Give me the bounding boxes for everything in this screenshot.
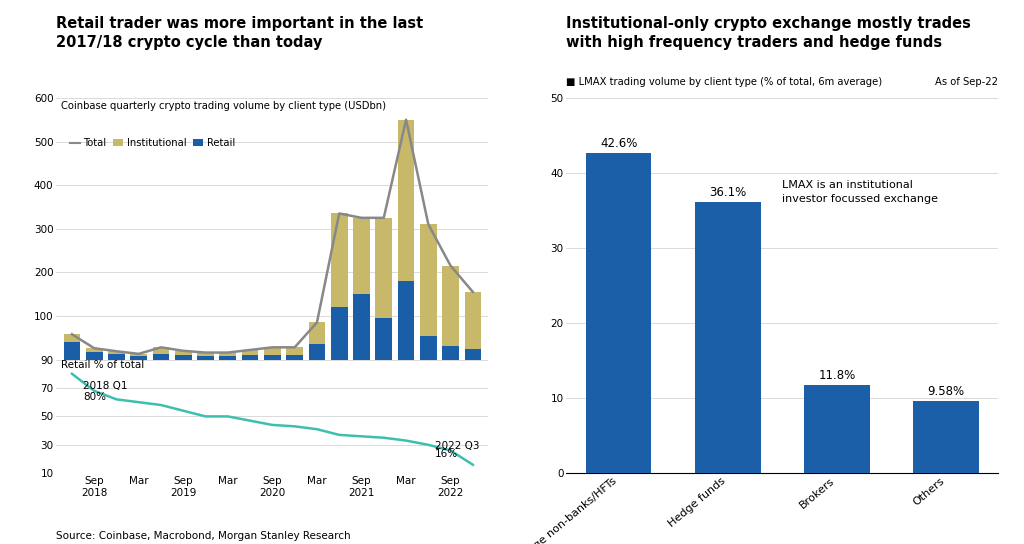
Text: 2022 Q3: 2022 Q3 bbox=[435, 441, 479, 450]
Total bbox=[177, 348, 189, 354]
Bar bbox=[397, 120, 415, 281]
Bar bbox=[264, 347, 281, 355]
Bar bbox=[465, 349, 481, 360]
Bar bbox=[465, 292, 481, 349]
Total bbox=[200, 349, 212, 356]
Bar bbox=[287, 347, 303, 355]
Bar bbox=[242, 350, 258, 355]
Bar bbox=[153, 354, 169, 360]
Bar bbox=[109, 351, 125, 354]
Bar bbox=[109, 354, 125, 360]
Total bbox=[355, 214, 368, 221]
Total bbox=[467, 289, 479, 295]
Bar bbox=[264, 355, 281, 360]
Bar bbox=[331, 307, 347, 360]
Text: As of Sep-22: As of Sep-22 bbox=[935, 77, 998, 86]
Total bbox=[400, 116, 413, 123]
Bar bbox=[397, 281, 415, 360]
Text: ■ LMAX trading volume by client type (% of total, 6m average): ■ LMAX trading volume by client type (% … bbox=[566, 77, 883, 86]
Total bbox=[311, 319, 324, 326]
Bar bbox=[308, 323, 326, 344]
Total bbox=[444, 263, 457, 269]
Bar bbox=[242, 355, 258, 360]
Bar bbox=[420, 224, 436, 336]
Total bbox=[132, 350, 144, 357]
Bar bbox=[913, 401, 979, 473]
Total bbox=[289, 344, 301, 350]
Total bbox=[222, 349, 234, 356]
Text: 16%: 16% bbox=[435, 449, 458, 459]
Bar bbox=[153, 347, 169, 354]
Bar bbox=[63, 342, 80, 360]
Bar bbox=[331, 213, 347, 307]
Total bbox=[111, 348, 123, 355]
Bar bbox=[420, 336, 436, 360]
Total bbox=[378, 214, 390, 221]
Bar bbox=[376, 318, 392, 360]
Text: Retail % of total: Retail % of total bbox=[60, 360, 144, 369]
Line: Total: Total bbox=[72, 120, 473, 354]
Total bbox=[88, 345, 100, 351]
Bar bbox=[442, 347, 459, 360]
Bar bbox=[130, 356, 147, 360]
Total bbox=[155, 344, 167, 350]
Bar bbox=[442, 266, 459, 347]
Text: 36.1%: 36.1% bbox=[710, 186, 746, 199]
Bar bbox=[198, 356, 214, 360]
Total bbox=[244, 347, 256, 353]
Bar bbox=[219, 353, 237, 356]
Legend: Total, Institutional, Retail: Total, Institutional, Retail bbox=[66, 134, 240, 152]
Bar bbox=[219, 356, 237, 360]
Text: 2018 Q1: 2018 Q1 bbox=[83, 381, 128, 391]
Text: Coinbase quarterly crypto trading volume by client type (USDbn): Coinbase quarterly crypto trading volume… bbox=[60, 101, 386, 110]
Bar bbox=[86, 351, 102, 360]
Total bbox=[266, 344, 279, 350]
Text: 11.8%: 11.8% bbox=[818, 369, 855, 382]
Text: 80%: 80% bbox=[83, 392, 106, 402]
Text: Source: Coinbase, Macrobond, Morgan Stanley Research: Source: Coinbase, Macrobond, Morgan Stan… bbox=[56, 531, 351, 541]
Bar bbox=[804, 385, 869, 473]
Bar bbox=[198, 353, 214, 356]
Total bbox=[422, 221, 434, 227]
Total bbox=[333, 210, 345, 217]
Text: 9.58%: 9.58% bbox=[928, 385, 965, 398]
Bar bbox=[175, 351, 191, 355]
Text: 42.6%: 42.6% bbox=[600, 138, 637, 151]
Bar bbox=[130, 354, 147, 356]
Bar bbox=[86, 348, 102, 351]
Bar bbox=[353, 294, 370, 360]
Bar bbox=[695, 202, 761, 473]
Bar bbox=[308, 344, 326, 360]
Bar bbox=[63, 334, 80, 342]
Bar bbox=[353, 218, 370, 294]
Text: Institutional-only crypto exchange mostly trades
with high frequency traders and: Institutional-only crypto exchange mostl… bbox=[566, 16, 971, 50]
Text: Retail trader was more important in the last
2017/18 crypto cycle than today: Retail trader was more important in the … bbox=[56, 16, 424, 50]
Bar bbox=[376, 218, 392, 318]
Total bbox=[66, 331, 78, 337]
Bar bbox=[586, 153, 651, 473]
Bar bbox=[287, 355, 303, 360]
Bar bbox=[175, 355, 191, 360]
Text: LMAX is an institutional
investor focussed exchange: LMAX is an institutional investor focuss… bbox=[782, 181, 938, 205]
